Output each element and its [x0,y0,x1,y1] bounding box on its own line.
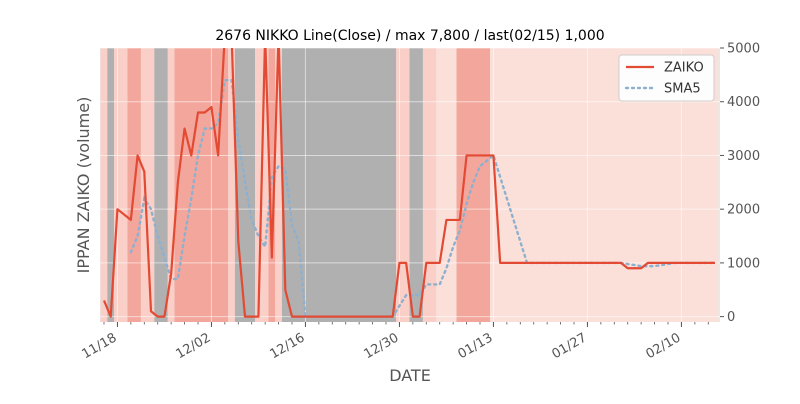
y-tick-label: 5000 [727,42,760,57]
band-light [140,48,155,322]
band-gray [107,48,115,322]
band-gray [154,48,168,322]
band-faint [436,48,457,322]
series-lines [102,48,717,318]
x-tick-label: 02/10 [643,330,683,362]
y-tick-label: 2000 [727,203,760,218]
band-strong [174,48,229,322]
band-gray [234,48,256,322]
x-tick-label: 01/13 [455,330,495,362]
band-light [228,48,235,322]
legend: ZAIKO SMA5 [618,54,715,102]
y-axis: 0 1000 2000 3000 4000 5000 [720,42,760,325]
y-tick-label: 4000 [727,95,760,110]
y-tick-label: 1000 [727,256,760,271]
x-tick-label: 12/16 [267,330,307,362]
band-light [275,48,282,322]
series-line-zaiko [102,48,715,318]
band-light [114,48,128,322]
x-axis: 11/18 12/02 12/16 12/30 01/13 01/27 02/10 [79,322,709,362]
x-tick-label: 12/30 [361,330,401,362]
band-gray [409,48,423,322]
x-tick-label: 01/27 [549,330,589,362]
y-tick-label: 3000 [727,149,760,164]
x-axis-label: DATE [389,366,431,385]
y-tick-label: 0 [727,310,735,325]
band-light [167,48,175,322]
gridlines [100,47,720,322]
x-tick-label: 12/02 [173,330,213,362]
x-tick-label: 11/18 [79,330,119,362]
band-gray [281,48,397,322]
band-light [100,48,108,322]
legend-label-zaiko: ZAIKO [664,61,704,76]
chart-title: 2676 NIKKO Line(Close) / max 7,800 / las… [215,28,604,44]
band-light [422,48,437,322]
y-axis-label: IPPAN ZAIKO (volume) [74,97,93,274]
legend-label-sma5: SMA5 [664,82,701,97]
